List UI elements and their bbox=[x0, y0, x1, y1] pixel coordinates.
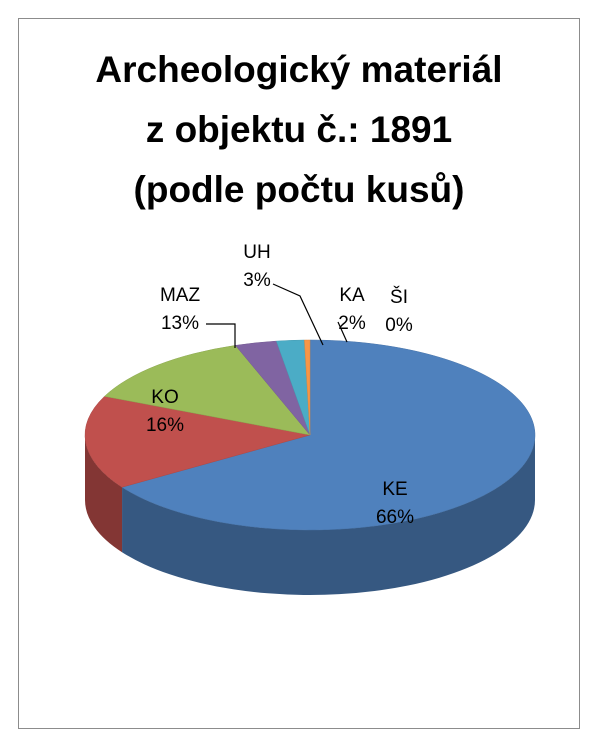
slice-label: ŠI bbox=[390, 286, 408, 308]
slice bbox=[84, 396, 311, 488]
slice-label: KO bbox=[151, 387, 178, 408]
slice-value-label: 2% bbox=[338, 313, 366, 334]
slice-label: KE bbox=[382, 479, 407, 500]
slice-label: KA bbox=[339, 285, 365, 306]
slice-value-label: 3% bbox=[243, 270, 271, 291]
leader-line bbox=[272, 283, 324, 346]
chart-title: Archeologický materiál z objektu č.: 189… bbox=[95, 49, 503, 210]
slice-value-label: 66% bbox=[376, 507, 414, 528]
slice-value-label: 0% bbox=[385, 315, 413, 336]
chart-frame bbox=[18, 18, 580, 729]
leader-line bbox=[206, 323, 236, 348]
slice bbox=[121, 339, 536, 531]
slice-value-label: 16% bbox=[146, 415, 184, 436]
slice bbox=[304, 339, 311, 436]
slice-label: UH bbox=[243, 242, 270, 263]
leader-line bbox=[337, 321, 348, 343]
slice-value-label: 13% bbox=[161, 313, 199, 334]
slice-label: MAZ bbox=[160, 285, 201, 306]
slice-side bbox=[122, 435, 535, 596]
slice bbox=[103, 345, 311, 436]
slice-side bbox=[85, 435, 123, 553]
